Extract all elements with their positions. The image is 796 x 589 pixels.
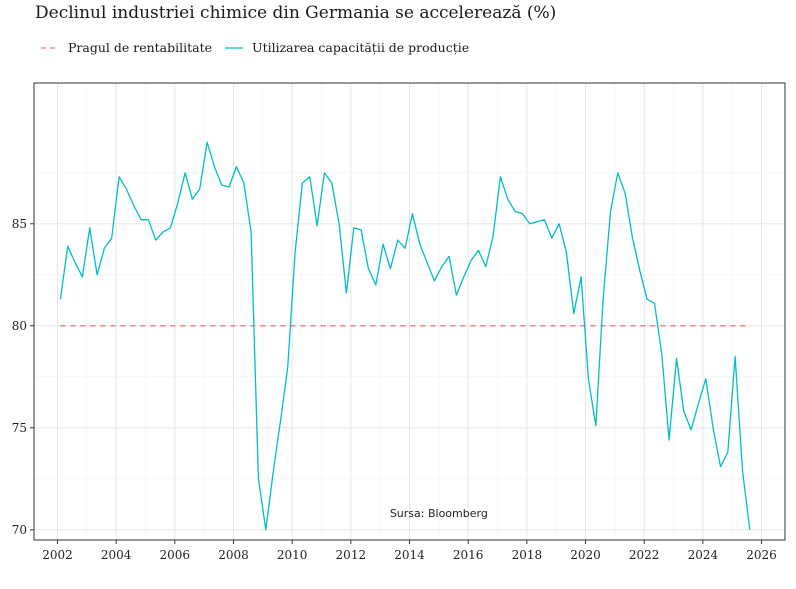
grid (34, 83, 785, 540)
legend-label-breakeven: Pragul de rentabilitate (68, 40, 213, 55)
legend-swatch-breakeven (41, 46, 59, 49)
x-tick-label: 2002 (42, 548, 73, 562)
x-tick-label: 2022 (629, 548, 660, 562)
legend-item-breakeven: Pragul de rentabilitate (40, 40, 212, 55)
y-tick-label: 80 (12, 319, 27, 333)
x-tick-label: 2004 (101, 548, 132, 562)
y-tick-label: 75 (12, 421, 27, 435)
x-tick-label: 2018 (512, 548, 543, 562)
series-layer (59, 141, 751, 531)
y-tick-label: 70 (12, 523, 27, 537)
legend-swatch-utilization (225, 46, 244, 49)
utilization-line (59, 141, 751, 531)
chart-title: Declinul industriei chimice din Germania… (35, 3, 557, 23)
x-tick-label: 2020 (570, 548, 601, 562)
y-tick-label: 85 (12, 217, 27, 231)
x-tick-label: 2008 (218, 548, 249, 562)
x-tick-label: 2010 (277, 548, 308, 562)
x-tick-label: 2026 (746, 548, 777, 562)
legend-item-utilization: Utilizarea capacității de producție (224, 40, 469, 55)
source-label: Sursa: Bloomberg (390, 507, 488, 520)
axes: 2002 2004 2006 2008 2010 2012 2014 2016 2018 2020… (12, 217, 777, 562)
x-tick-label: 2016 (453, 548, 484, 562)
legend-label-utilization: Utilizarea capacității de producție (252, 40, 470, 55)
x-tick-label: 2006 (160, 548, 191, 562)
x-tick-label: 2012 (336, 548, 367, 562)
x-tick-label: 2024 (688, 548, 719, 562)
x-tick-label: 2014 (394, 548, 425, 562)
legend: Pragul de rentabilitate Utilizarea capac… (40, 40, 481, 55)
